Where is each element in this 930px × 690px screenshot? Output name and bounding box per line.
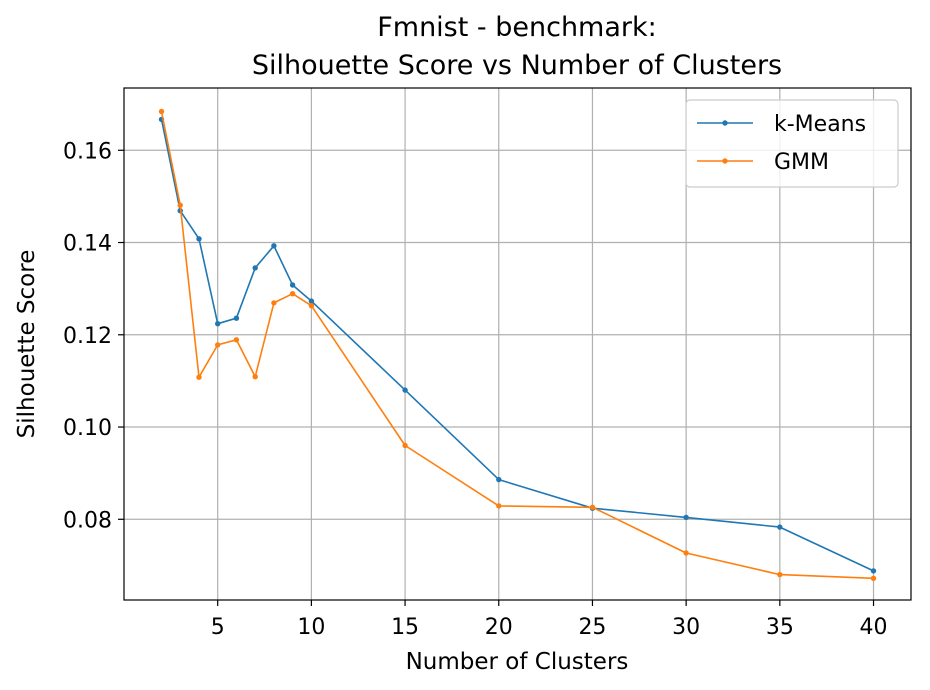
data-point-gmm bbox=[870, 575, 877, 581]
data-point-k-means bbox=[271, 243, 277, 249]
y-tick-label: 0.12 bbox=[63, 324, 112, 349]
data-point-k-means bbox=[252, 265, 258, 271]
legend-marker-kmeans bbox=[722, 120, 728, 126]
x-tick-label: 25 bbox=[578, 615, 606, 640]
data-point-gmm bbox=[683, 550, 689, 556]
x-tick-label: 15 bbox=[391, 615, 419, 640]
chart-subtitle: Silhouette Score vs Number of Clusters bbox=[252, 50, 782, 81]
y-tick-label: 0.16 bbox=[63, 139, 112, 164]
legend: k-Means GMM bbox=[685, 99, 899, 188]
legend-box bbox=[685, 99, 899, 188]
plot-area bbox=[123, 87, 912, 601]
data-point-gmm bbox=[777, 571, 783, 578]
x-tick-label: 35 bbox=[766, 615, 794, 640]
data-point-k-means bbox=[308, 298, 315, 304]
data-point-gmm bbox=[308, 303, 315, 309]
data-point-gmm bbox=[402, 442, 408, 449]
data-point-k-means bbox=[777, 524, 783, 530]
x-tick-label: 5 bbox=[211, 615, 225, 640]
series-layer bbox=[158, 108, 877, 581]
x-tick-label: 10 bbox=[297, 615, 325, 640]
data-point-gmm bbox=[289, 291, 296, 297]
data-point-k-means bbox=[233, 315, 240, 321]
data-point-k-means bbox=[215, 321, 221, 327]
y-tick-label: 0.14 bbox=[63, 232, 112, 257]
chart-title: Fmnist - benchmark: bbox=[377, 12, 657, 43]
data-point-k-means bbox=[870, 568, 877, 574]
data-point-gmm bbox=[252, 374, 258, 380]
x-tick-label: 40 bbox=[860, 615, 888, 640]
data-point-k-means bbox=[289, 282, 296, 288]
data-point-k-means bbox=[402, 387, 408, 393]
data-point-gmm bbox=[496, 503, 502, 509]
data-point-gmm bbox=[589, 504, 596, 510]
y-axis-label: Silhouette Score bbox=[14, 250, 40, 439]
legend-marker-gmm bbox=[722, 158, 728, 164]
data-point-gmm bbox=[177, 202, 183, 208]
legend-label-kmeans: k-Means bbox=[774, 112, 866, 137]
data-point-k-means bbox=[683, 514, 689, 521]
data-point-gmm bbox=[196, 374, 202, 380]
data-point-gmm bbox=[271, 300, 277, 306]
axis-ticks: 5 10 15 20 25 30 35 40 0.08 0.10 0.12 0.14 0.16 bbox=[63, 139, 888, 640]
x-tick-label: 20 bbox=[485, 615, 513, 640]
data-point-gmm bbox=[233, 337, 240, 343]
x-axis-label: Number of Clusters bbox=[406, 649, 629, 675]
data-point-k-means bbox=[496, 476, 502, 483]
data-point-gmm bbox=[215, 342, 221, 348]
data-point-gmm bbox=[158, 108, 165, 115]
y-tick-label: 0.10 bbox=[63, 416, 112, 441]
y-tick-label: 0.08 bbox=[63, 508, 112, 533]
data-point-k-means bbox=[196, 236, 202, 242]
legend-label-gmm: GMM bbox=[774, 150, 829, 175]
x-tick-label: 30 bbox=[672, 615, 700, 640]
